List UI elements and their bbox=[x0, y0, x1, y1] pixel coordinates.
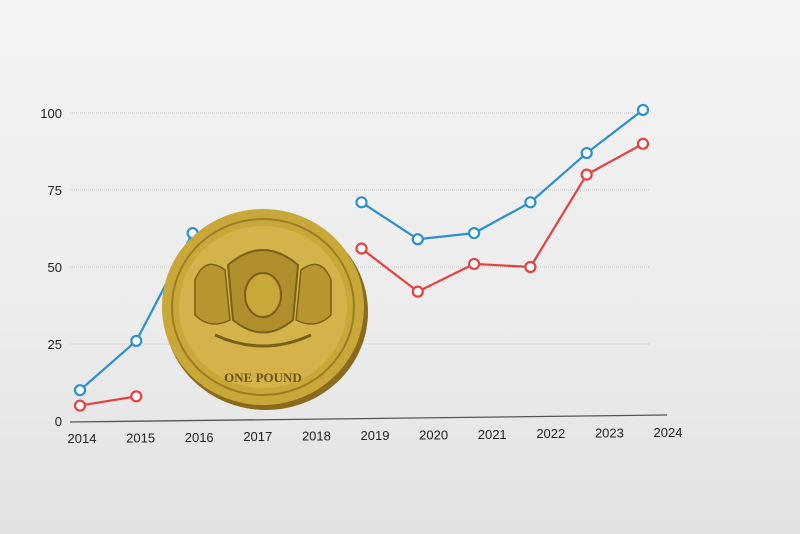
series-0-point bbox=[130, 334, 143, 348]
x-tick-label: 2022 bbox=[536, 426, 565, 441]
x-tick-label: 2023 bbox=[595, 426, 624, 441]
series-1-point bbox=[636, 137, 650, 150]
series-0-point bbox=[580, 146, 593, 160]
series-1-point bbox=[468, 257, 481, 271]
series-1-line bbox=[79, 395, 137, 407]
series-0-point bbox=[468, 227, 481, 240]
series-1-point bbox=[580, 168, 593, 181]
series-0-point bbox=[355, 196, 368, 209]
y-tick-label: 100 bbox=[40, 106, 62, 121]
x-tick-label: 2015 bbox=[126, 430, 155, 445]
series-0-point bbox=[524, 196, 537, 209]
series-1-point bbox=[355, 242, 368, 255]
series-0-point bbox=[636, 103, 650, 117]
x-tick-label: 2017 bbox=[243, 429, 272, 444]
coin-inscription: ONE POUND bbox=[224, 370, 302, 385]
y-tick-label: 25 bbox=[48, 337, 62, 352]
series-1-point bbox=[411, 285, 424, 298]
series-0-line bbox=[360, 109, 644, 241]
series-1-point bbox=[524, 260, 537, 274]
y-tick-label: 75 bbox=[48, 183, 62, 198]
series-1-line bbox=[360, 142, 644, 293]
x-axis-line bbox=[69, 414, 668, 423]
x-tick-label: 2020 bbox=[419, 427, 448, 442]
pound-coin: ONE POUND bbox=[162, 209, 368, 410]
series-1-point bbox=[73, 399, 87, 412]
x-tick-label: 2019 bbox=[361, 428, 390, 443]
x-tick-label: 2016 bbox=[185, 430, 214, 445]
series-0-point bbox=[73, 384, 87, 397]
y-tick-label: 0 bbox=[55, 414, 62, 429]
series-1-point bbox=[130, 390, 143, 403]
y-tick-label: 50 bbox=[48, 260, 62, 275]
x-tick-label: 2024 bbox=[654, 425, 683, 440]
x-tick-label: 2018 bbox=[302, 429, 331, 444]
x-tick-label: 2021 bbox=[478, 427, 507, 442]
series-0-point bbox=[411, 233, 424, 246]
x-tick-label: 2014 bbox=[68, 431, 97, 446]
